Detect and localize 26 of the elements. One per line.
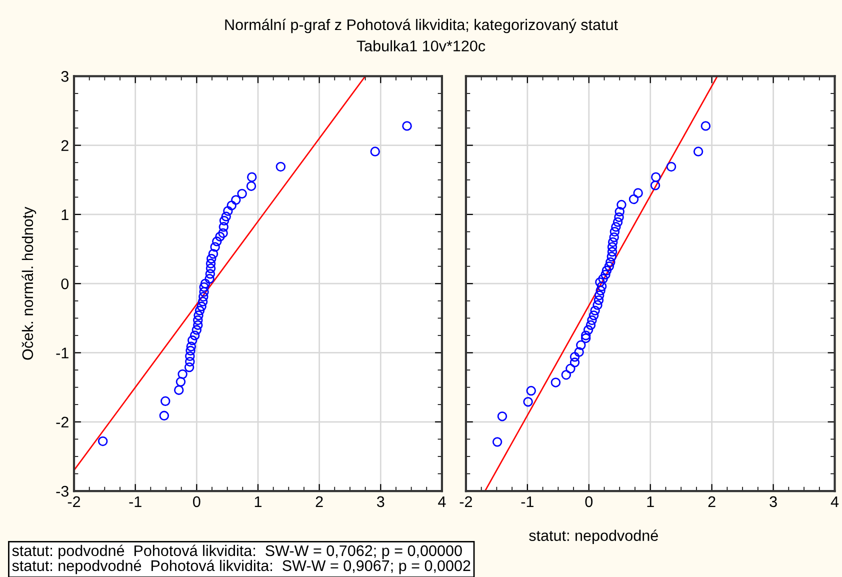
x-tick-label: -1 <box>129 496 142 507</box>
x-tick-label: 4 <box>830 496 839 507</box>
x-tick-label: 3 <box>376 496 384 508</box>
y-tick-label: -3 <box>56 486 68 497</box>
x-tick-label: 0 <box>193 496 200 508</box>
x-tick-label: -1 <box>521 496 534 507</box>
x-tick-label: 1 <box>647 496 654 507</box>
chart-subtitle: Tabulka1 10v*120c <box>356 40 486 52</box>
x-tick-label: 1 <box>254 496 262 507</box>
x-tick-label: 0 <box>585 496 593 508</box>
y-tick-label: 3 <box>61 71 68 82</box>
x-tick-label: 4 <box>438 496 446 507</box>
y-axis-title: Oček. normál. hodnoty <box>22 206 36 360</box>
chart-title: Normální p-graf z Pohotová likvidita; kategorizovaný statut <box>225 18 618 34</box>
x-axis-title: statut: nepodvodné <box>529 530 658 544</box>
y-tick-label: 1 <box>62 209 68 220</box>
y-tick-label: 0 <box>61 278 69 290</box>
text: statut: podvodné Pohotová likvidita: SW-W = 0,7062; p = 0,00000 <box>12 544 462 560</box>
x-tick-label: 3 <box>770 496 777 508</box>
y-tick-label: 2 <box>61 140 68 151</box>
y-tick-label: -2 <box>56 416 68 428</box>
x-tick-label: 2 <box>708 496 716 507</box>
x-tick-label: 2 <box>316 496 323 507</box>
text: statut: nepodvodné Pohotová likvidita: SW-W = 0,9067; p = 0,0002 <box>12 560 470 574</box>
y-tick-label: -1 <box>56 348 68 358</box>
x-tick-label: -2 <box>460 496 472 507</box>
